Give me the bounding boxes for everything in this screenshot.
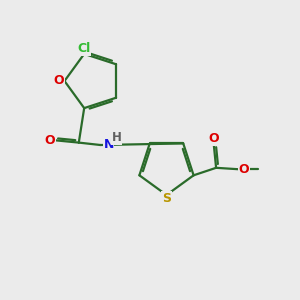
Text: O: O (208, 132, 219, 145)
Text: Cl: Cl (78, 42, 91, 55)
Text: S: S (162, 192, 171, 205)
Text: O: O (44, 134, 55, 147)
Text: O: O (238, 164, 249, 176)
Text: H: H (112, 131, 122, 144)
Text: N: N (103, 138, 114, 151)
Text: O: O (54, 74, 64, 88)
